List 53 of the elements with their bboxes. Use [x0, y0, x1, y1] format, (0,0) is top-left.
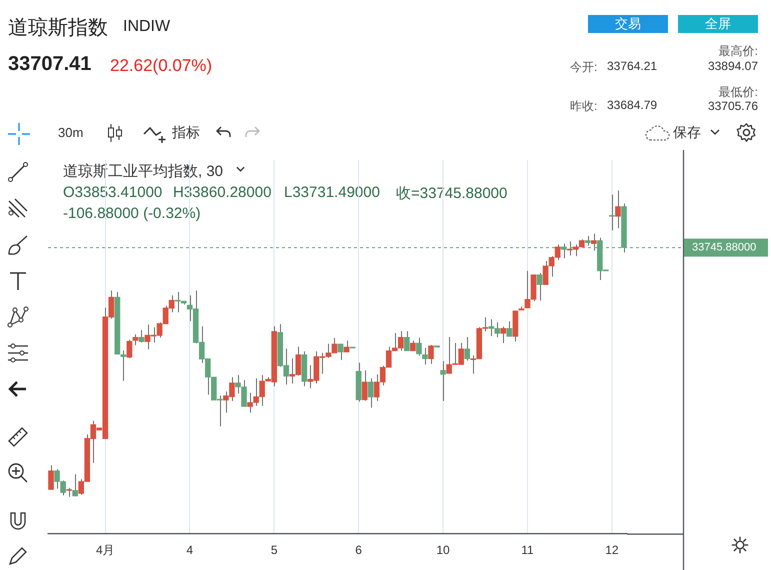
x-tick-label: 12	[605, 543, 619, 558]
x-tick-label: 5	[270, 543, 278, 558]
candlestick	[48, 464, 54, 490]
candlestick	[440, 360, 446, 402]
candlestick	[362, 370, 368, 402]
annotation: 收=33745.88000	[396, 184, 508, 203]
x-tick-label: 6	[355, 543, 362, 558]
candlestick	[591, 233, 597, 252]
text: 保存	[673, 124, 701, 142]
candlestick	[410, 340, 416, 352]
text: 33745.88000	[692, 242, 756, 254]
candlestick	[344, 340, 350, 353]
candlestick	[138, 329, 144, 344]
text: 33684.79	[607, 98, 658, 112]
candlestick	[536, 272, 542, 302]
annotation: L33731.49000	[284, 184, 380, 201]
candlestick	[368, 378, 374, 408]
candlestick	[428, 344, 434, 364]
text: 33705.76	[708, 99, 758, 113]
chart-subtitle: INDIW	[123, 18, 170, 36]
annotation: O33853.41000	[63, 184, 162, 201]
x-tick-label: 10	[436, 543, 450, 558]
candlestick	[464, 336, 470, 362]
text: 指标	[172, 124, 200, 142]
candlestick	[120, 350, 126, 382]
candlestick	[506, 320, 512, 337]
text: 今开:	[570, 59, 598, 76]
candlestick	[404, 330, 410, 352]
text: 最高价:	[718, 43, 758, 60]
text: 33707.41	[8, 53, 92, 76]
candlestick	[132, 334, 138, 346]
candlestick	[609, 194, 615, 231]
candlestick	[422, 347, 428, 366]
candlestick	[126, 339, 132, 359]
text: 33764.21	[607, 59, 658, 73]
x-tick-label: 11	[521, 543, 534, 558]
candlestick	[615, 190, 621, 229]
text: 30m	[58, 125, 84, 140]
annotation: -106.88000 (-0.32%)	[63, 205, 201, 222]
text: 33894.07	[708, 59, 758, 73]
text: 交易	[588, 15, 668, 33]
text: 22.62(0.07%)	[110, 56, 212, 76]
text: 最低价:	[718, 84, 758, 101]
x-tick-label: 4	[186, 543, 194, 558]
text: 昨收:	[570, 98, 598, 115]
annotation: H33860.28000	[173, 184, 272, 201]
chart-title: 道琼斯指数	[8, 16, 108, 41]
candlestick	[500, 326, 506, 344]
candlestick	[72, 474, 78, 497]
text: 全屏	[678, 15, 758, 33]
candlestick	[416, 337, 422, 356]
x-tick-label: 4月	[96, 543, 115, 558]
candlestick	[338, 344, 344, 360]
